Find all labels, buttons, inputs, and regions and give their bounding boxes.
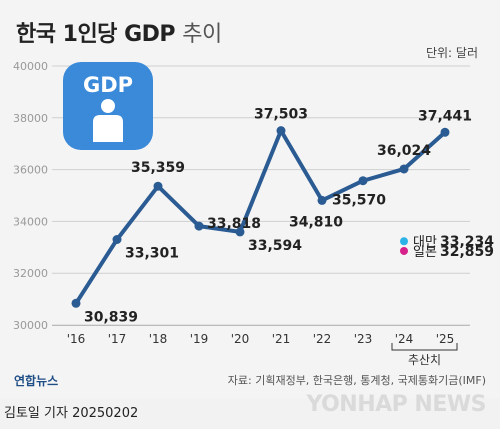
data-point: [358, 176, 368, 186]
data-point: [276, 126, 286, 136]
y-tick-label: 30000: [13, 319, 48, 332]
line-chart: 30000 32000 34000 36000 38000 40000 '16 '17 '18 '…: [13, 60, 494, 367]
data-point: [194, 221, 204, 231]
comparison-value: 33,234: [440, 234, 494, 250]
forecast-bracket: [391, 343, 458, 351]
y-tick-label: 36000: [13, 164, 48, 177]
x-tick-label: '20: [231, 332, 250, 346]
forecast-label: 추산치: [408, 353, 441, 367]
comparison-label: 일본: [413, 245, 437, 260]
data-label: 33,301: [125, 246, 179, 262]
data-label: 35,570: [332, 193, 386, 209]
gdp-icon-text: GDP: [83, 73, 133, 97]
data-point: [71, 298, 81, 308]
data-label: 37,503: [254, 107, 308, 123]
data-label: 36,024: [377, 143, 431, 159]
data-point: [440, 127, 450, 137]
person-body-icon: [93, 115, 123, 142]
x-tick-label: '24: [395, 332, 414, 346]
unit-label: 단위: 달러: [425, 46, 478, 60]
x-tick-label: '22: [313, 332, 332, 346]
watermark: YONHAP NEWS: [306, 392, 486, 417]
x-tick-label: '25: [436, 332, 455, 346]
chart-title-main: 한국 1인당 GDP: [16, 22, 176, 47]
source-note: 자료: 기획재정부, 한국은행, 통계청, 국제통화기금(IMF): [227, 374, 486, 387]
x-tick-label: '23: [354, 332, 373, 346]
yonhap-logo: 연합뉴스: [14, 374, 59, 388]
data-label: 33,594: [248, 238, 302, 254]
chart-title-sub: 추이: [182, 22, 222, 47]
person-head-icon: [101, 99, 115, 113]
x-tick-label: '18: [149, 332, 168, 346]
data-label: 34,810: [289, 214, 343, 230]
y-tick-label: 34000: [13, 215, 48, 228]
data-label: 30,839: [84, 309, 138, 325]
x-tick-label: '16: [67, 332, 86, 346]
comparison-point: [400, 246, 408, 255]
comparison-value: 32,859: [440, 244, 494, 260]
data-point: [112, 235, 122, 245]
data-point: [153, 181, 163, 191]
data-label: 33,818: [207, 216, 261, 232]
x-tick-label: '17: [108, 332, 127, 346]
x-tick-label: '21: [272, 332, 291, 346]
data-point: [317, 195, 327, 205]
y-tick-label: 32000: [13, 267, 48, 280]
data-point: [399, 164, 409, 174]
comparison-point: [400, 237, 408, 246]
y-tick-label: 38000: [13, 112, 48, 125]
data-point: [235, 227, 245, 237]
comparison-label: 대만: [413, 235, 437, 250]
y-tick-label: 40000: [13, 60, 48, 73]
data-label: 35,359: [131, 160, 185, 176]
data-label: 37,441: [418, 108, 472, 124]
chart-title: 한국 1인당 GDP 추이: [16, 16, 222, 48]
x-tick-label: '19: [190, 332, 209, 346]
series-line: [74, 128, 447, 306]
credit-line: 김토일 기자 20250202: [4, 406, 139, 421]
